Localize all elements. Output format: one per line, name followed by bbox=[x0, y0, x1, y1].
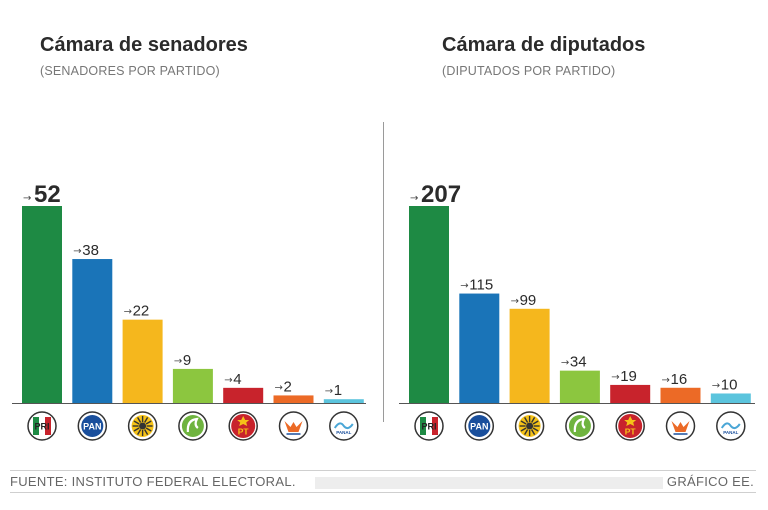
value-arrow-icon: → bbox=[174, 356, 182, 367]
value-arrow-icon: → bbox=[662, 375, 670, 386]
pri-logo-text: PRI bbox=[34, 422, 49, 432]
value-label-pri: 52 bbox=[34, 181, 61, 208]
footer-bottom-rule bbox=[10, 492, 756, 493]
bar-pvem bbox=[559, 370, 600, 403]
mc-logo-icon bbox=[278, 411, 309, 441]
value-label-pri: 207 bbox=[421, 181, 461, 208]
footer-source: FUENTE: INSTITUTO FEDERAL ELECTORAL. bbox=[10, 474, 296, 489]
value-arrow-icon: → bbox=[712, 380, 720, 391]
value-arrow-icon: → bbox=[511, 296, 519, 307]
pri-logo-icon: PRI bbox=[27, 411, 57, 441]
deputies-chart-title: Cámara de diputados bbox=[442, 34, 646, 56]
value-label-prd: 22 bbox=[133, 303, 150, 320]
prd-logo-icon bbox=[127, 411, 158, 441]
value-label-pan: 38 bbox=[82, 242, 99, 259]
prd-logo-icon bbox=[514, 411, 545, 441]
pri-logo-text: PRI bbox=[421, 422, 436, 432]
footer-redacted-bar bbox=[315, 477, 663, 489]
footer-top-rule bbox=[10, 470, 756, 471]
pri-logo-icon: PRI bbox=[414, 411, 444, 441]
bar-mc bbox=[273, 395, 314, 403]
bar-prd bbox=[509, 308, 550, 403]
pan-logo-icon: PAN bbox=[77, 411, 108, 441]
value-label-mc: 2 bbox=[284, 378, 292, 395]
panal-logo-text: PANAL bbox=[723, 430, 738, 435]
value-arrow-icon: → bbox=[23, 193, 31, 204]
senate-chart-subtitle: (SENADORES POR PARTIDO) bbox=[40, 64, 220, 78]
value-label-pvem: 34 bbox=[570, 354, 587, 371]
value-label-pt: 4 bbox=[233, 371, 241, 388]
value-arrow-icon: → bbox=[275, 382, 283, 393]
value-label-prd: 99 bbox=[520, 292, 537, 309]
bar-pri bbox=[22, 206, 62, 403]
bar-pt bbox=[223, 387, 264, 403]
footer-credit: GRÁFICO EE. bbox=[666, 474, 754, 489]
pan-logo-text: PAN bbox=[83, 422, 101, 432]
bar-pvem bbox=[172, 368, 213, 403]
value-arrow-icon: → bbox=[325, 386, 333, 397]
value-arrow-icon: → bbox=[460, 281, 468, 292]
bar-pri bbox=[409, 206, 449, 403]
bar-pt bbox=[610, 384, 651, 403]
bar-panal bbox=[323, 399, 364, 403]
panal-logo-text: PANAL bbox=[336, 430, 351, 435]
bar-pan bbox=[72, 259, 113, 403]
bar-prd bbox=[122, 319, 163, 403]
bar-mc bbox=[660, 387, 701, 403]
value-label-pt: 19 bbox=[620, 368, 637, 385]
deputies-chart-subtitle: (DIPUTADOS POR PARTIDO) bbox=[442, 64, 616, 78]
mc-logo-icon bbox=[665, 411, 696, 441]
bar-panal bbox=[710, 393, 751, 403]
panal-logo-icon: PANAL bbox=[716, 411, 746, 441]
pan-logo-icon: PAN bbox=[464, 411, 495, 441]
value-label-mc: 16 bbox=[671, 371, 688, 388]
pt-logo-icon: PT bbox=[228, 411, 258, 441]
value-label-panal: 10 bbox=[721, 376, 738, 393]
value-arrow-icon: → bbox=[73, 246, 81, 257]
senate-chart-title: Cámara de senadores bbox=[40, 34, 248, 56]
bar-pan bbox=[459, 293, 500, 403]
pvem-logo-icon bbox=[565, 411, 595, 441]
pan-logo-text: PAN bbox=[470, 422, 488, 432]
panal-logo-icon: PANAL bbox=[329, 411, 359, 441]
value-label-pvem: 9 bbox=[183, 352, 191, 369]
value-arrow-icon: → bbox=[561, 358, 569, 369]
pvem-logo-icon bbox=[178, 411, 208, 441]
value-arrow-icon: → bbox=[124, 307, 132, 318]
value-arrow-icon: → bbox=[224, 375, 232, 386]
value-label-panal: 1 bbox=[334, 382, 342, 399]
panel-divider bbox=[383, 122, 384, 422]
pt-logo-text: PT bbox=[625, 427, 637, 437]
pt-logo-icon: PT bbox=[615, 411, 645, 441]
value-arrow-icon: → bbox=[410, 193, 418, 204]
value-label-pan: 115 bbox=[469, 277, 493, 294]
value-arrow-icon: → bbox=[611, 372, 619, 383]
pt-logo-text: PT bbox=[238, 427, 250, 437]
